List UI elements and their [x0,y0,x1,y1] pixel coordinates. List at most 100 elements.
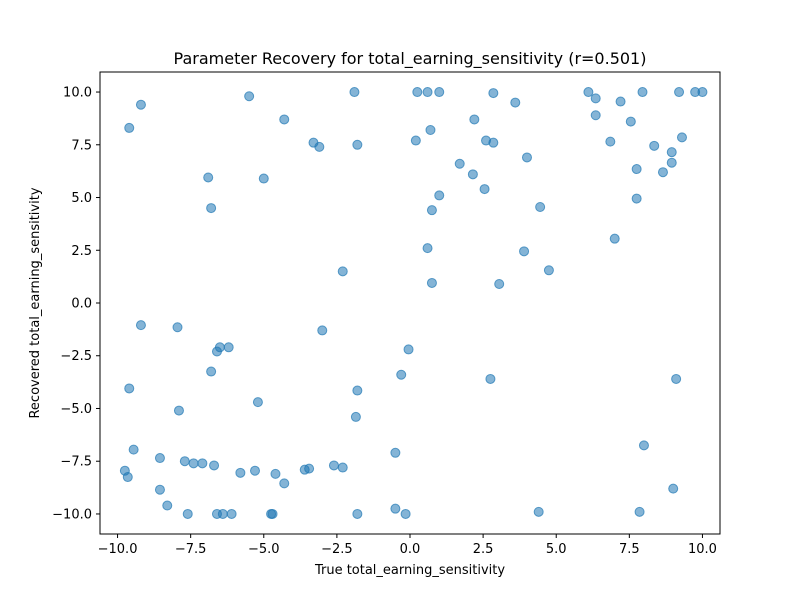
data-point-85 [590,110,601,121]
data-point-12 [135,320,146,331]
chart-title: Parameter Recovery for total_earning_sen… [174,49,647,69]
data-point-45 [226,508,237,519]
data-point-76 [485,373,496,384]
data-point-35 [279,478,290,489]
data-point-21 [252,397,263,408]
data-point-61 [410,135,421,146]
data-point-52 [396,369,407,380]
data-point-99 [634,506,645,517]
data-point-48 [352,508,363,519]
data-point-44 [217,508,228,519]
data-point-72 [519,246,530,257]
data-point-10 [258,173,269,184]
data-point-79 [590,93,601,104]
data-point-16 [214,342,225,353]
data-point-86 [625,116,636,127]
data-point-89 [649,140,660,151]
data-point-53 [403,344,414,355]
data-point-9 [206,203,217,214]
data-point-78 [583,87,594,98]
y-axis-ticks: −10.0 −7.5 −5.0 −2.5 0.0 2.5 5.0 7.5 10.0 [52,86,100,522]
data-point-66 [467,169,478,180]
data-point-0 [124,122,135,133]
data-point-19 [124,383,135,394]
data-point-51 [400,508,411,519]
data-point-6 [349,87,360,98]
data-point-68 [434,190,445,201]
points-layer [119,87,708,519]
x-tick-label: 0.0 [400,542,421,557]
data-point-30 [197,458,208,469]
data-point-58 [510,97,521,108]
data-point-24 [128,444,139,455]
data-point-34 [270,468,281,479]
y-tick-label: −10.0 [52,507,92,522]
x-tick-label: −5.0 [248,542,280,557]
data-point-94 [631,193,642,204]
data-point-67 [479,184,490,195]
data-point-22 [352,385,363,396]
y-tick-label: 0.0 [71,297,92,312]
x-tick-label: 5.0 [546,542,567,557]
data-point-31 [209,460,220,471]
y-tick-label: −5.0 [60,402,92,417]
x-tick-label: 2.5 [473,542,494,557]
data-point-92 [631,164,642,175]
data-point-60 [425,125,436,136]
x-axis-ticks: −10.0 −7.5 −5.0 −2.5 0.0 2.5 5.0 7.5 10.0 [98,534,717,557]
data-point-41 [162,500,173,511]
data-point-8 [203,172,214,183]
data-point-42 [182,508,193,519]
data-point-14 [317,325,328,336]
data-point-56 [434,87,445,98]
y-tick-label: −7.5 [60,455,92,470]
data-point-20 [173,405,184,416]
data-point-33 [250,465,260,476]
data-point-69 [426,205,437,216]
data-point-88 [605,136,616,147]
data-point-87 [676,132,687,143]
data-point-13 [172,322,183,333]
data-point-97 [638,440,649,451]
data-point-54 [412,87,423,98]
data-point-26 [122,472,133,483]
data-point-65 [454,158,465,169]
data-point-77 [533,506,544,517]
data-point-63 [488,137,499,148]
x-tick-label: −10.0 [98,542,138,557]
data-point-96 [671,373,682,384]
data-point-17 [223,342,234,353]
data-point-81 [674,87,685,98]
y-tick-label: −2.5 [60,349,92,364]
data-point-3 [279,114,290,125]
data-point-64 [521,152,532,163]
data-point-93 [657,167,668,178]
data-point-83 [697,87,708,98]
data-point-57 [488,88,499,99]
data-point-23 [350,411,361,422]
data-point-11 [337,266,348,277]
data-point-27 [154,453,165,464]
data-point-32 [235,467,246,478]
data-point-49 [390,447,401,458]
data-point-91 [666,157,677,168]
data-point-5 [314,141,325,152]
data-point-95 [609,233,620,244]
data-point-2 [244,91,255,102]
data-point-29 [188,458,199,469]
y-axis-label: Recovered total_earning_sensitivity [28,187,43,418]
x-tick-label: −2.5 [321,542,353,557]
data-point-37 [304,463,315,474]
data-point-38 [328,460,339,471]
y-tick-label: 10.0 [63,86,92,101]
data-point-74 [494,279,505,290]
data-point-55 [422,87,433,98]
data-point-40 [154,484,165,495]
x-tick-label: −7.5 [175,542,207,557]
data-point-90 [666,147,677,158]
data-point-39 [337,462,348,473]
y-tick-label: 7.5 [71,138,92,153]
y-tick-label: 5.0 [71,191,92,206]
